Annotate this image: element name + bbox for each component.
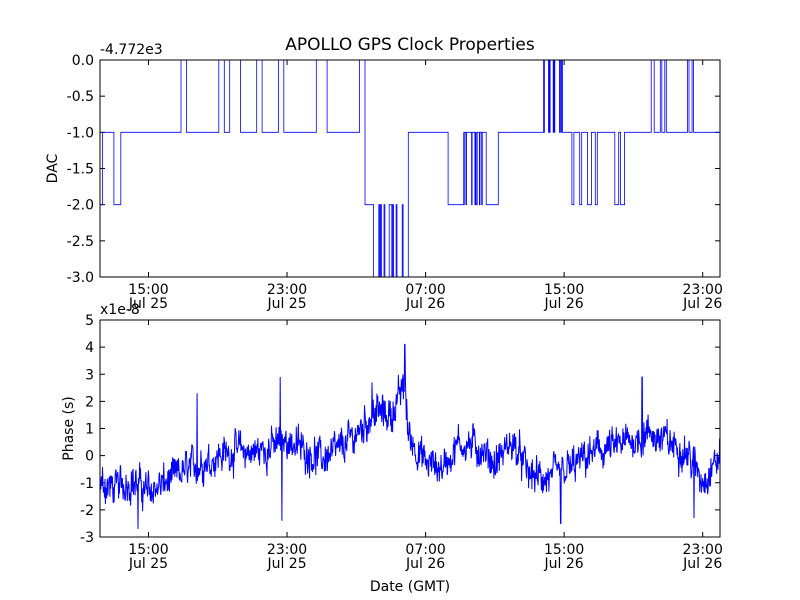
phase-xlabel: Date (GMT): [370, 579, 450, 595]
x-tick-time-label: 15:00: [544, 542, 584, 558]
y-tick-label: 4: [85, 340, 94, 356]
y-tick-label: 5: [85, 313, 94, 329]
x-tick-time-label: 15:00: [128, 542, 168, 558]
y-tick-label: -1: [80, 476, 94, 492]
y-tick-label: -3.0: [67, 270, 94, 286]
phase-series: [99, 343, 721, 529]
dac-frame: [99, 59, 721, 278]
phase-line: [99, 343, 721, 529]
y-tick-label: -3: [80, 530, 94, 546]
y-tick-label: -2: [80, 503, 94, 519]
chart-title: APOLLO GPS Clock Properties: [285, 35, 535, 55]
x-tick-date-label: Jul 26: [405, 296, 445, 312]
phase-frame: [99, 319, 721, 538]
y-tick-label: 2: [85, 394, 94, 410]
y-tick-label: 1: [85, 422, 94, 438]
y-tick-label: -2.5: [67, 234, 94, 250]
x-tick-time-label: 23:00: [683, 542, 723, 558]
phase-offset-label: x1e-8: [100, 302, 140, 318]
y-tick-label: -1.5: [67, 162, 94, 178]
x-tick-date-label: Jul 26: [544, 296, 584, 312]
y-tick-label: 3: [85, 367, 94, 383]
x-tick-date-label: Jul 26: [544, 556, 584, 572]
y-tick-label: -2.0: [67, 198, 94, 214]
y-tick-label: -0.5: [67, 89, 94, 105]
x-tick-time-label: 23:00: [267, 542, 307, 558]
x-tick-date-label: Jul 26: [682, 556, 722, 572]
dac-ylabel: DAC: [45, 153, 61, 183]
dac-line: [100, 59, 720, 278]
x-tick-time-label: 07:00: [405, 542, 445, 558]
x-tick-time-label: 07:00: [405, 282, 445, 298]
x-tick-date-label: Jul 25: [266, 556, 306, 572]
x-tick-date-label: Jul 25: [128, 556, 168, 572]
x-tick-date-label: Jul 25: [266, 296, 306, 312]
dac-series: [100, 59, 720, 278]
x-tick-time-label: 23:00: [267, 282, 307, 298]
y-tick-label: 0: [85, 449, 94, 465]
x-tick-time-label: 23:00: [683, 282, 723, 298]
y-tick-label: -1.0: [67, 125, 94, 141]
y-tick-label: 0.0: [72, 53, 94, 69]
x-tick-time-label: 15:00: [128, 282, 168, 298]
x-tick-time-label: 15:00: [544, 282, 584, 298]
dac-plot-area: [100, 60, 720, 277]
dac-offset-label: -4.772e3: [100, 42, 163, 58]
x-tick-date-label: Jul 26: [682, 296, 722, 312]
x-tick-date-label: Jul 25: [128, 296, 168, 312]
phase-ylabel: Phase (s): [61, 396, 77, 460]
x-tick-date-label: Jul 26: [405, 556, 445, 572]
